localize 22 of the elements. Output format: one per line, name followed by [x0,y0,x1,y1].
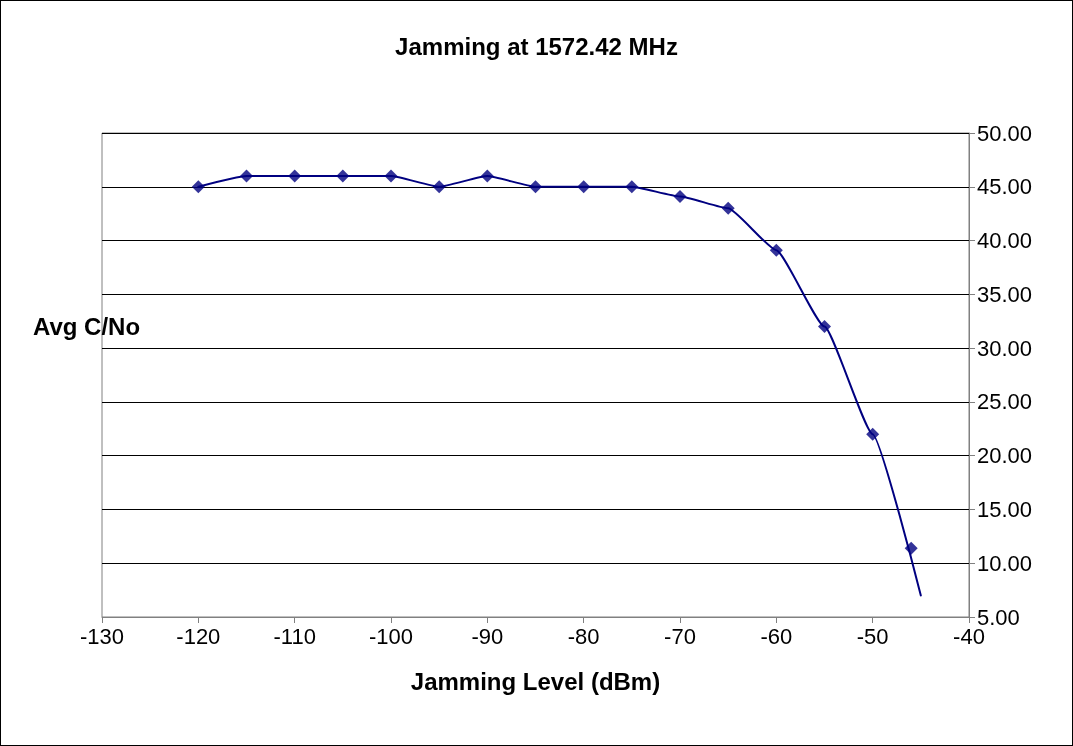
x-tick-label: -100 [368,623,414,649]
x-tick-label: -80 [567,623,600,649]
y-tick-label: 5.00 [977,604,1020,630]
y-axis-title: Avg C/No [33,312,141,340]
x-tick-label: -70 [664,623,696,649]
y-tick-label: 10.00 [977,550,1033,576]
y-tick-label: 50.00 [977,120,1033,146]
y-tick-label: 45.00 [977,174,1033,200]
y-tick-label: 20.00 [977,443,1033,469]
x-tick-label: -120 [176,623,221,649]
y-tick-label: 35.00 [977,281,1033,307]
x-tick-label: -130 [79,623,125,649]
chart-title: Jamming at 1572.42 MHz [395,32,678,60]
y-tick-label: 15.00 [977,496,1033,522]
y-tick-label: 30.00 [977,335,1033,361]
x-tick-label: -110 [273,623,316,649]
x-axis-title: Jamming Level (dBm) [410,667,661,695]
x-tick-label: -50 [856,623,889,649]
y-tick-label: 25.00 [977,389,1033,415]
x-tick-label: -60 [760,623,793,649]
x-tick-label: -90 [471,623,504,649]
y-tick-label: 40.00 [977,228,1033,254]
